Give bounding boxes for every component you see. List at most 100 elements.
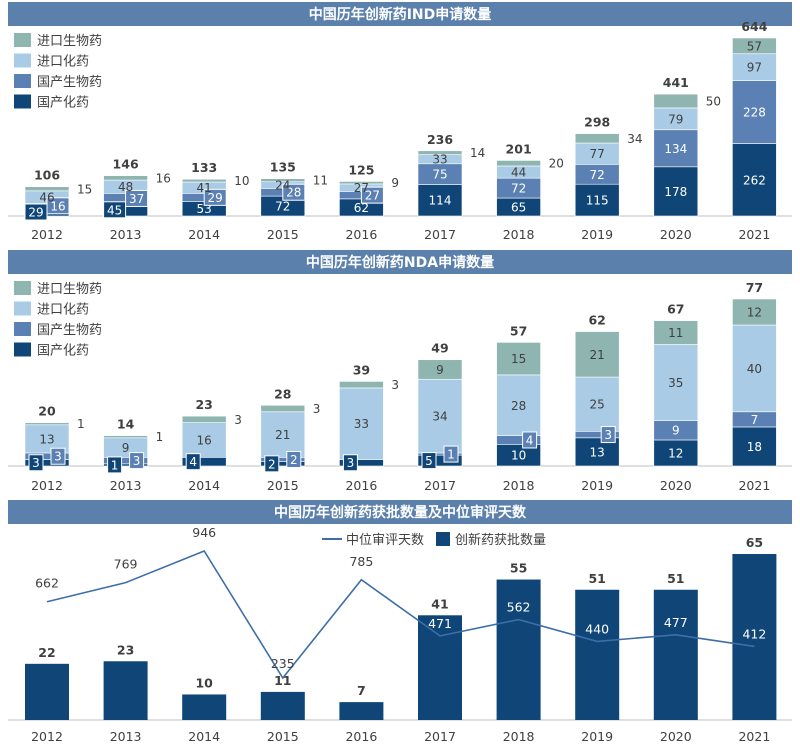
line-value-label: 946 xyxy=(192,525,216,540)
bar-segment-domestic-bio xyxy=(732,80,777,144)
value-label: 29 xyxy=(28,205,43,219)
approvals-title: 中国历年创新药获批数量及中位审评天数 xyxy=(274,504,527,521)
total-label: 441 xyxy=(663,75,689,90)
bar-segment-imported-bio xyxy=(732,298,777,326)
value-box xyxy=(129,452,145,470)
legend-swatch xyxy=(14,74,31,88)
total-label: 106 xyxy=(34,168,60,183)
value-label: 27 xyxy=(354,181,369,195)
value-label: 16 xyxy=(156,171,171,185)
approval-bar xyxy=(653,589,698,720)
legend-label: 国产化药 xyxy=(37,344,89,359)
category-label: 2012 xyxy=(31,227,63,242)
value-label: 114 xyxy=(429,194,452,208)
approval-bar xyxy=(182,694,227,720)
approvals-chart: 中位审评天数 创新药获批数量 22 2012 23 2013 10 2014 11 2015 7 20… xyxy=(8,525,792,744)
approval-bar xyxy=(732,554,777,720)
total-label: 135 xyxy=(270,160,296,175)
legend-swatch xyxy=(14,281,31,295)
bar-value-label: 51 xyxy=(588,571,605,586)
total-label: 298 xyxy=(584,115,610,130)
legend-label: 国产生物药 xyxy=(37,75,102,90)
value-label: 2 xyxy=(268,457,276,471)
total-label: 57 xyxy=(510,323,527,338)
value-label: 16 xyxy=(50,199,65,213)
category-label: 2013 xyxy=(110,227,142,242)
bar-segment-imported-bio xyxy=(260,404,306,413)
bar-segment-imported-bio xyxy=(181,415,227,423)
approval-bar xyxy=(418,615,462,720)
value-label: 72 xyxy=(590,168,605,182)
total-label: 62 xyxy=(588,313,605,328)
value-label: 13 xyxy=(39,432,54,446)
total-label: 201 xyxy=(506,141,532,156)
legend-label: 创新药获批数量 xyxy=(455,532,546,548)
nda-title: 中国历年创新药NDA申请数量 xyxy=(306,254,494,271)
value-label: 72 xyxy=(275,200,290,214)
legend-swatch xyxy=(436,532,450,546)
bar-segment-imported-bio xyxy=(417,150,463,155)
bar-segment-domestic-chem xyxy=(417,184,463,217)
bar-segment-domestic-bio xyxy=(653,129,699,168)
value-label: 35 xyxy=(668,376,683,390)
bar-segment-imported-bio xyxy=(574,133,620,144)
category-label: 2019 xyxy=(581,227,613,242)
value-label: 28 xyxy=(511,399,526,413)
value-label: 9 xyxy=(391,176,399,190)
approval-bar xyxy=(575,589,620,720)
value-label: 28 xyxy=(286,186,301,200)
bar-segment-domestic-chem xyxy=(653,439,699,467)
category-label: 2015 xyxy=(267,729,299,744)
category-label: 2015 xyxy=(267,227,299,242)
value-label: 97 xyxy=(747,61,762,75)
value-label: 3 xyxy=(347,456,355,470)
value-label: 4 xyxy=(189,455,197,469)
total-label: 49 xyxy=(431,341,448,356)
value-box xyxy=(360,186,384,204)
value-label: 50 xyxy=(706,95,721,109)
bar-value-label: 55 xyxy=(510,561,527,576)
value-box xyxy=(264,455,280,473)
bar-segment-imported-bio xyxy=(496,342,541,376)
line-value-label: 562 xyxy=(507,600,531,615)
total-label: 28 xyxy=(274,386,291,401)
value-label: 3 xyxy=(313,402,321,416)
category-label: 2018 xyxy=(503,227,535,242)
bar-segment-imported-chem xyxy=(339,387,384,460)
total-label: 146 xyxy=(113,157,139,172)
category-label: 2017 xyxy=(424,729,456,744)
value-label: 48 xyxy=(118,180,133,194)
total-label: 67 xyxy=(667,302,684,317)
category-label: 2017 xyxy=(424,227,456,242)
bar-segment-imported-chem xyxy=(732,324,777,413)
bar-value-label: 11 xyxy=(274,673,291,688)
value-label: 45 xyxy=(107,203,122,217)
value-label: 134 xyxy=(664,142,687,156)
total-label: 125 xyxy=(348,162,374,177)
value-label: 41 xyxy=(197,181,212,195)
legend-swatch xyxy=(14,53,31,68)
category-label: 2019 xyxy=(581,478,613,493)
value-label: 228 xyxy=(743,106,766,120)
value-label: 11 xyxy=(313,174,328,188)
approval-bar xyxy=(260,691,305,720)
bar-segment-imported-bio xyxy=(260,178,306,183)
bar-segment-domestic-chem xyxy=(732,426,777,467)
value-label: 5 xyxy=(425,454,433,468)
value-box xyxy=(28,454,44,472)
bar-segment-domestic-chem xyxy=(732,143,777,217)
category-label: 2014 xyxy=(188,478,220,493)
value-label: 18 xyxy=(747,440,762,454)
value-label: 115 xyxy=(586,194,609,208)
bar-segment-imported-bio xyxy=(653,93,699,109)
approvals-header-bar xyxy=(8,500,792,524)
legend-label: 中位审评天数 xyxy=(346,533,424,548)
value-label: 9 xyxy=(122,441,130,455)
total-label: 23 xyxy=(195,397,212,412)
total-label: 20 xyxy=(38,404,56,419)
legend-swatch xyxy=(14,33,31,47)
bar-value-label: 65 xyxy=(746,535,763,550)
value-box xyxy=(342,454,358,472)
